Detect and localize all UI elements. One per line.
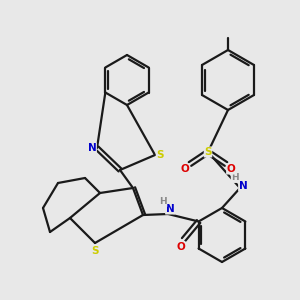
- Text: H: H: [159, 197, 167, 206]
- Text: N: N: [166, 204, 174, 214]
- Text: S: S: [204, 147, 212, 157]
- Text: N: N: [238, 181, 247, 191]
- Text: S: S: [91, 246, 99, 256]
- Text: N: N: [88, 143, 96, 153]
- Text: O: O: [176, 242, 185, 251]
- Text: O: O: [226, 164, 236, 174]
- Text: S: S: [156, 150, 164, 160]
- Text: O: O: [181, 164, 189, 174]
- Text: H: H: [231, 173, 239, 182]
